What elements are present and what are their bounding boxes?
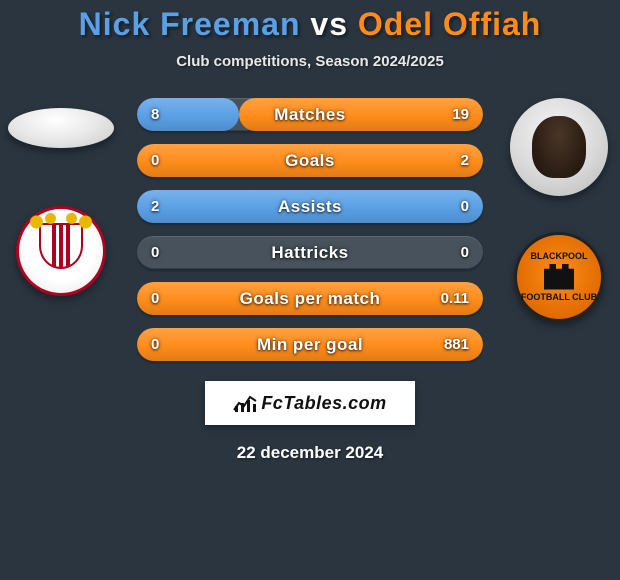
tower-icon: [544, 264, 574, 290]
stat-label: Goals: [137, 144, 483, 177]
player1-name: Nick Freeman: [79, 6, 301, 42]
player2-avatar: [510, 98, 608, 196]
player2-club-crest: BLACKPOOL FOOTBALL CLUB: [514, 232, 604, 322]
footer: FcTables.com 22 december 2024: [0, 381, 620, 463]
chart-icon: [233, 393, 257, 413]
stat-row: 00Hattricks: [137, 236, 483, 269]
player1-column: [6, 98, 116, 296]
crest-text-top: BLACKPOOL: [531, 252, 588, 262]
date: 22 december 2024: [0, 443, 620, 463]
comparison-title: Nick Freeman vs Odel Offiah: [0, 6, 620, 43]
vs-separator: vs: [310, 6, 348, 42]
header: Nick Freeman vs Odel Offiah Club competi…: [0, 0, 620, 70]
subtitle: Club competitions, Season 2024/2025: [0, 53, 620, 70]
stat-bars: 819Matches 02Goals 20Assists 00Hattricks 00.…: [137, 98, 483, 361]
stat-row: 0881Min per goal: [137, 328, 483, 361]
stat-label: Min per goal: [137, 328, 483, 361]
stat-row: 00.11Goals per match: [137, 282, 483, 315]
branding-text: FcTables.com: [261, 393, 386, 414]
stat-label: Matches: [137, 98, 483, 131]
stat-row: 20Assists: [137, 190, 483, 223]
player2-name: Odel Offiah: [358, 6, 541, 42]
stat-row: 02Goals: [137, 144, 483, 177]
branding-badge: FcTables.com: [205, 381, 415, 425]
crest-text-bot: FOOTBALL CLUB: [521, 293, 597, 303]
player1-club-crest: [16, 206, 106, 296]
player1-avatar: [8, 108, 114, 148]
stat-label: Goals per match: [137, 282, 483, 315]
stat-label: Hattricks: [137, 236, 483, 269]
stat-row: 819Matches: [137, 98, 483, 131]
content: BLACKPOOL FOOTBALL CLUB 819Matches 02Goal…: [0, 98, 620, 361]
player2-column: BLACKPOOL FOOTBALL CLUB: [504, 98, 614, 322]
stat-label: Assists: [137, 190, 483, 223]
